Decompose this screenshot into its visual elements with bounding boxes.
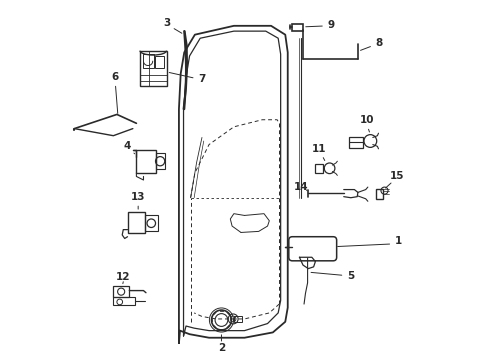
Bar xyxy=(143,54,154,68)
Bar xyxy=(145,215,157,231)
Text: 8: 8 xyxy=(375,38,382,48)
Bar xyxy=(155,56,163,68)
Text: 1: 1 xyxy=(394,236,402,246)
Bar xyxy=(136,150,156,173)
Bar xyxy=(156,153,164,169)
Bar xyxy=(233,316,241,322)
Text: 14: 14 xyxy=(293,182,308,192)
Bar xyxy=(140,51,166,86)
Text: 3: 3 xyxy=(163,18,170,28)
Bar xyxy=(113,297,134,305)
Text: 6: 6 xyxy=(111,72,119,82)
Text: 7: 7 xyxy=(198,74,205,84)
Bar xyxy=(292,24,303,31)
Text: 2: 2 xyxy=(217,343,224,354)
Bar xyxy=(315,164,323,173)
Text: 10: 10 xyxy=(359,115,373,125)
Text: 15: 15 xyxy=(389,171,404,181)
Text: 5: 5 xyxy=(346,271,354,281)
Text: 12: 12 xyxy=(116,273,130,283)
Text: 9: 9 xyxy=(327,20,334,30)
Bar xyxy=(127,212,145,233)
Bar xyxy=(113,286,129,297)
Text: 11: 11 xyxy=(311,144,325,154)
Text: 13: 13 xyxy=(131,192,145,202)
Bar xyxy=(348,138,363,148)
Bar xyxy=(375,189,383,199)
Text: 4: 4 xyxy=(123,141,130,151)
